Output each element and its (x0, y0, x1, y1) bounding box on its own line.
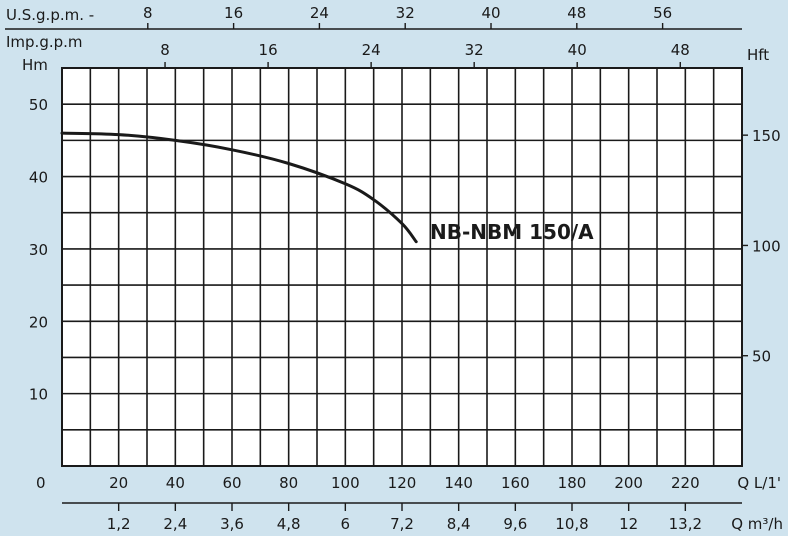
m3h-tick-label: 12 (619, 515, 638, 533)
usgpm-tick-label: 40 (481, 4, 500, 22)
x-tick-label: 60 (222, 474, 241, 492)
m3h-tick-label: 2,4 (163, 515, 187, 533)
m3h-tick-label: 1,2 (107, 515, 131, 533)
y-tick-label: 30 (29, 241, 48, 259)
usgpm-tick-label: 24 (310, 4, 329, 22)
impgpm-tick-label: 24 (362, 41, 381, 59)
hft-tick-label: 100 (752, 237, 781, 255)
x-tick-label: 200 (614, 474, 643, 492)
m3h-tick-label: 6 (341, 515, 351, 533)
x-tick-label: 180 (558, 474, 587, 492)
usgpm-tick-label: 56 (653, 4, 672, 22)
plot-frame (61, 67, 743, 467)
m3h-tick-label: 13,2 (669, 515, 702, 533)
usgpm-tick-label: 8 (143, 4, 153, 22)
x-tick-label: 100 (331, 474, 360, 492)
x-tick-label: 220 (671, 474, 700, 492)
series-label: NB-NBM 150/A (430, 220, 594, 244)
m3h-tick-label: 4,8 (277, 515, 301, 533)
m3h-tick-label: 7,2 (390, 515, 414, 533)
y-axis-unit-label: Hm (22, 56, 48, 74)
x-tick-label: 120 (388, 474, 417, 492)
y2-axis-unit-label: Hft (747, 46, 769, 64)
y-tick-label: 40 (29, 169, 48, 187)
m3h-tick-label: 3,6 (220, 515, 244, 533)
x-tick-label: 20 (109, 474, 128, 492)
y-tick-label: 10 (29, 386, 48, 404)
hft-tick-label: 150 (752, 127, 781, 145)
grid (62, 68, 742, 466)
y-tick-label: 50 (29, 96, 48, 114)
series-line (60, 131, 418, 244)
y-tick-label: 20 (29, 313, 48, 331)
usgpm-tick-label: 32 (396, 4, 415, 22)
x-tick-label: 40 (166, 474, 185, 492)
hft-tick-label: 50 (752, 348, 771, 366)
m3h-tick-label: 9,6 (503, 515, 527, 533)
series-layer (60, 131, 418, 244)
usgpm-tick-label: 48 (567, 4, 586, 22)
impgpm-axis-label: Imp.g.p.m (6, 33, 83, 51)
impgpm-tick-label: 40 (568, 41, 587, 59)
x-tick-label: 160 (501, 474, 530, 492)
impgpm-tick-label: 32 (465, 41, 484, 59)
m3h-axis-label: Q m³/h (731, 515, 783, 533)
impgpm-tick-label: 48 (671, 41, 690, 59)
m3h-tick-label: 10,8 (555, 515, 588, 533)
x-axis-unit-label: Q L/1' (737, 474, 781, 492)
usgpm-tick-label: 16 (224, 4, 243, 22)
x-tick-label: 140 (444, 474, 473, 492)
m3h-tick-label: 8,4 (447, 515, 471, 533)
origin-label: 0 (36, 474, 46, 492)
usgpm-axis-label: U.S.g.p.m. - (6, 6, 94, 24)
impgpm-tick-label: 8 (160, 41, 170, 59)
x-tick-label: 80 (279, 474, 298, 492)
impgpm-tick-label: 16 (259, 41, 278, 59)
